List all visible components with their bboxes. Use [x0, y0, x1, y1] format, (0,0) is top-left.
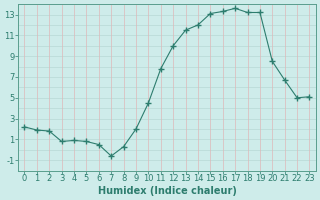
X-axis label: Humidex (Indice chaleur): Humidex (Indice chaleur) — [98, 186, 236, 196]
